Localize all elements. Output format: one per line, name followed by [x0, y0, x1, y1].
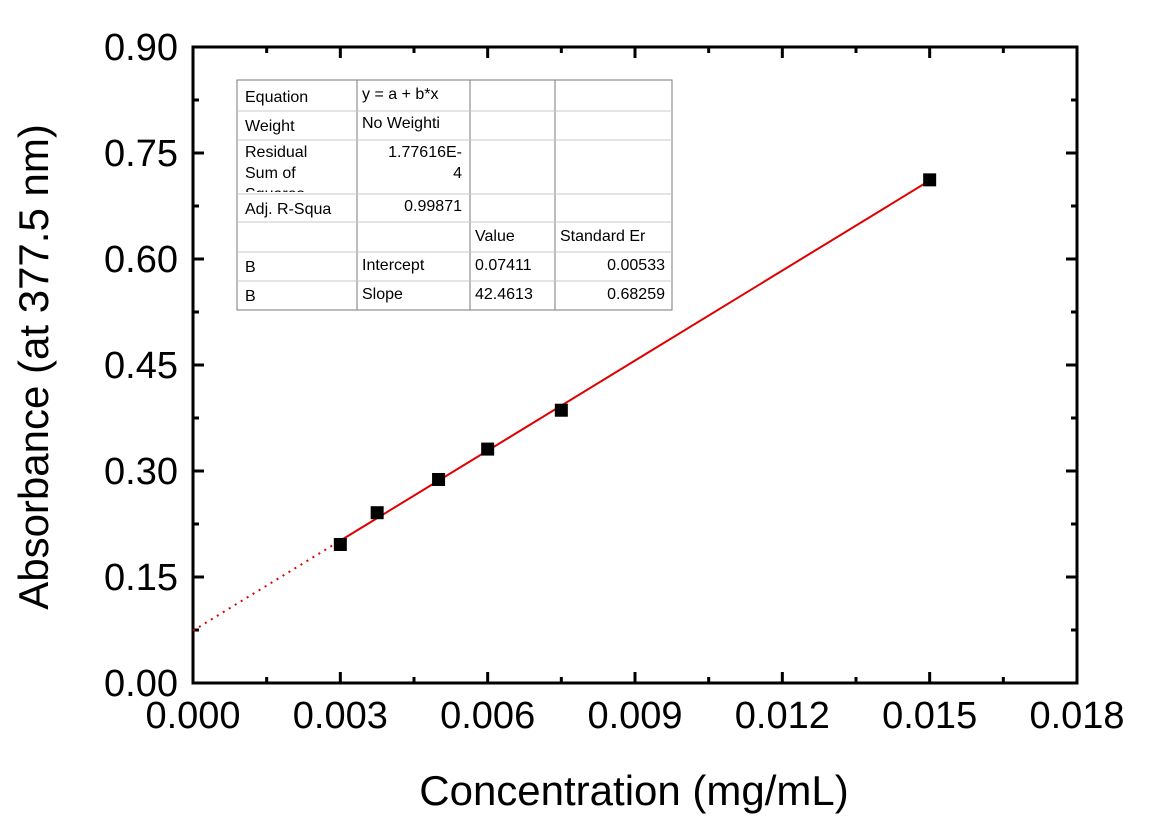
y-tick-label: 0.60: [104, 239, 178, 281]
table-cell: 0.07411: [475, 257, 532, 274]
table-cell: B: [245, 259, 256, 276]
y-tick-label: 0.30: [104, 451, 178, 493]
table-cell: No Weighti: [362, 115, 440, 132]
table-cell-line: 4: [453, 165, 462, 182]
table-background: [236, 79, 673, 311]
table-cell-line: Residual: [245, 144, 307, 161]
y-tick-label: 0.00: [104, 663, 178, 705]
y-tick-label: 0.15: [104, 557, 178, 599]
table-cell-line: Sum of: [245, 165, 296, 182]
table-cell: 42.4613: [475, 286, 533, 303]
table-cell: Slope: [362, 286, 403, 303]
x-tick-label: 0.003: [293, 695, 388, 737]
table-cell: Intercept: [362, 257, 425, 274]
x-tick-label: 0.006: [440, 695, 535, 737]
table-cell: Value: [475, 228, 515, 245]
table-cell: Weight: [245, 118, 295, 135]
x-tick-label: 0.000: [145, 695, 240, 737]
y-tick-label: 0.45: [104, 345, 178, 387]
y-axis-title: Absorbance (at 377.5 nm): [10, 124, 57, 610]
x-axis-title: Concentration (mg/mL): [419, 767, 849, 814]
table-cell: Standard Er: [560, 228, 646, 245]
data-point: [333, 537, 347, 551]
table-cell: Adj. R-Squa: [245, 201, 331, 218]
table-cell: 0.68259: [607, 286, 665, 303]
x-tick-label: 0.012: [735, 695, 830, 737]
data-point: [481, 442, 495, 456]
x-tick-label: 0.015: [882, 695, 977, 737]
data-point: [554, 403, 568, 417]
table-cell-line: 1.77616E-: [388, 144, 462, 161]
table-cell: 0.00533: [607, 257, 665, 274]
data-point: [370, 506, 384, 520]
data-point: [923, 173, 937, 187]
x-tick-label: 0.009: [587, 695, 682, 737]
table-cell: y = a + b*x: [362, 86, 439, 103]
table-cell-line: Squares: [245, 186, 305, 203]
x-tick-label: 0.018: [1029, 695, 1124, 737]
table-cell: 1.77616E- 4: [388, 144, 462, 182]
table-cell: B: [245, 288, 256, 305]
table-cell: Residual Sum of Squares: [245, 144, 307, 203]
fit-line-extrapolated: [192, 539, 341, 632]
table-cell: Equation: [245, 89, 308, 106]
fit-results-table: Equation y = a + b*x Weight No Weighti Resid…: [236, 79, 673, 311]
data-point: [432, 472, 446, 486]
y-tick-label: 0.90: [104, 27, 178, 69]
table-cell: 0.99871: [404, 198, 462, 215]
y-tick-label: 0.75: [104, 133, 178, 175]
